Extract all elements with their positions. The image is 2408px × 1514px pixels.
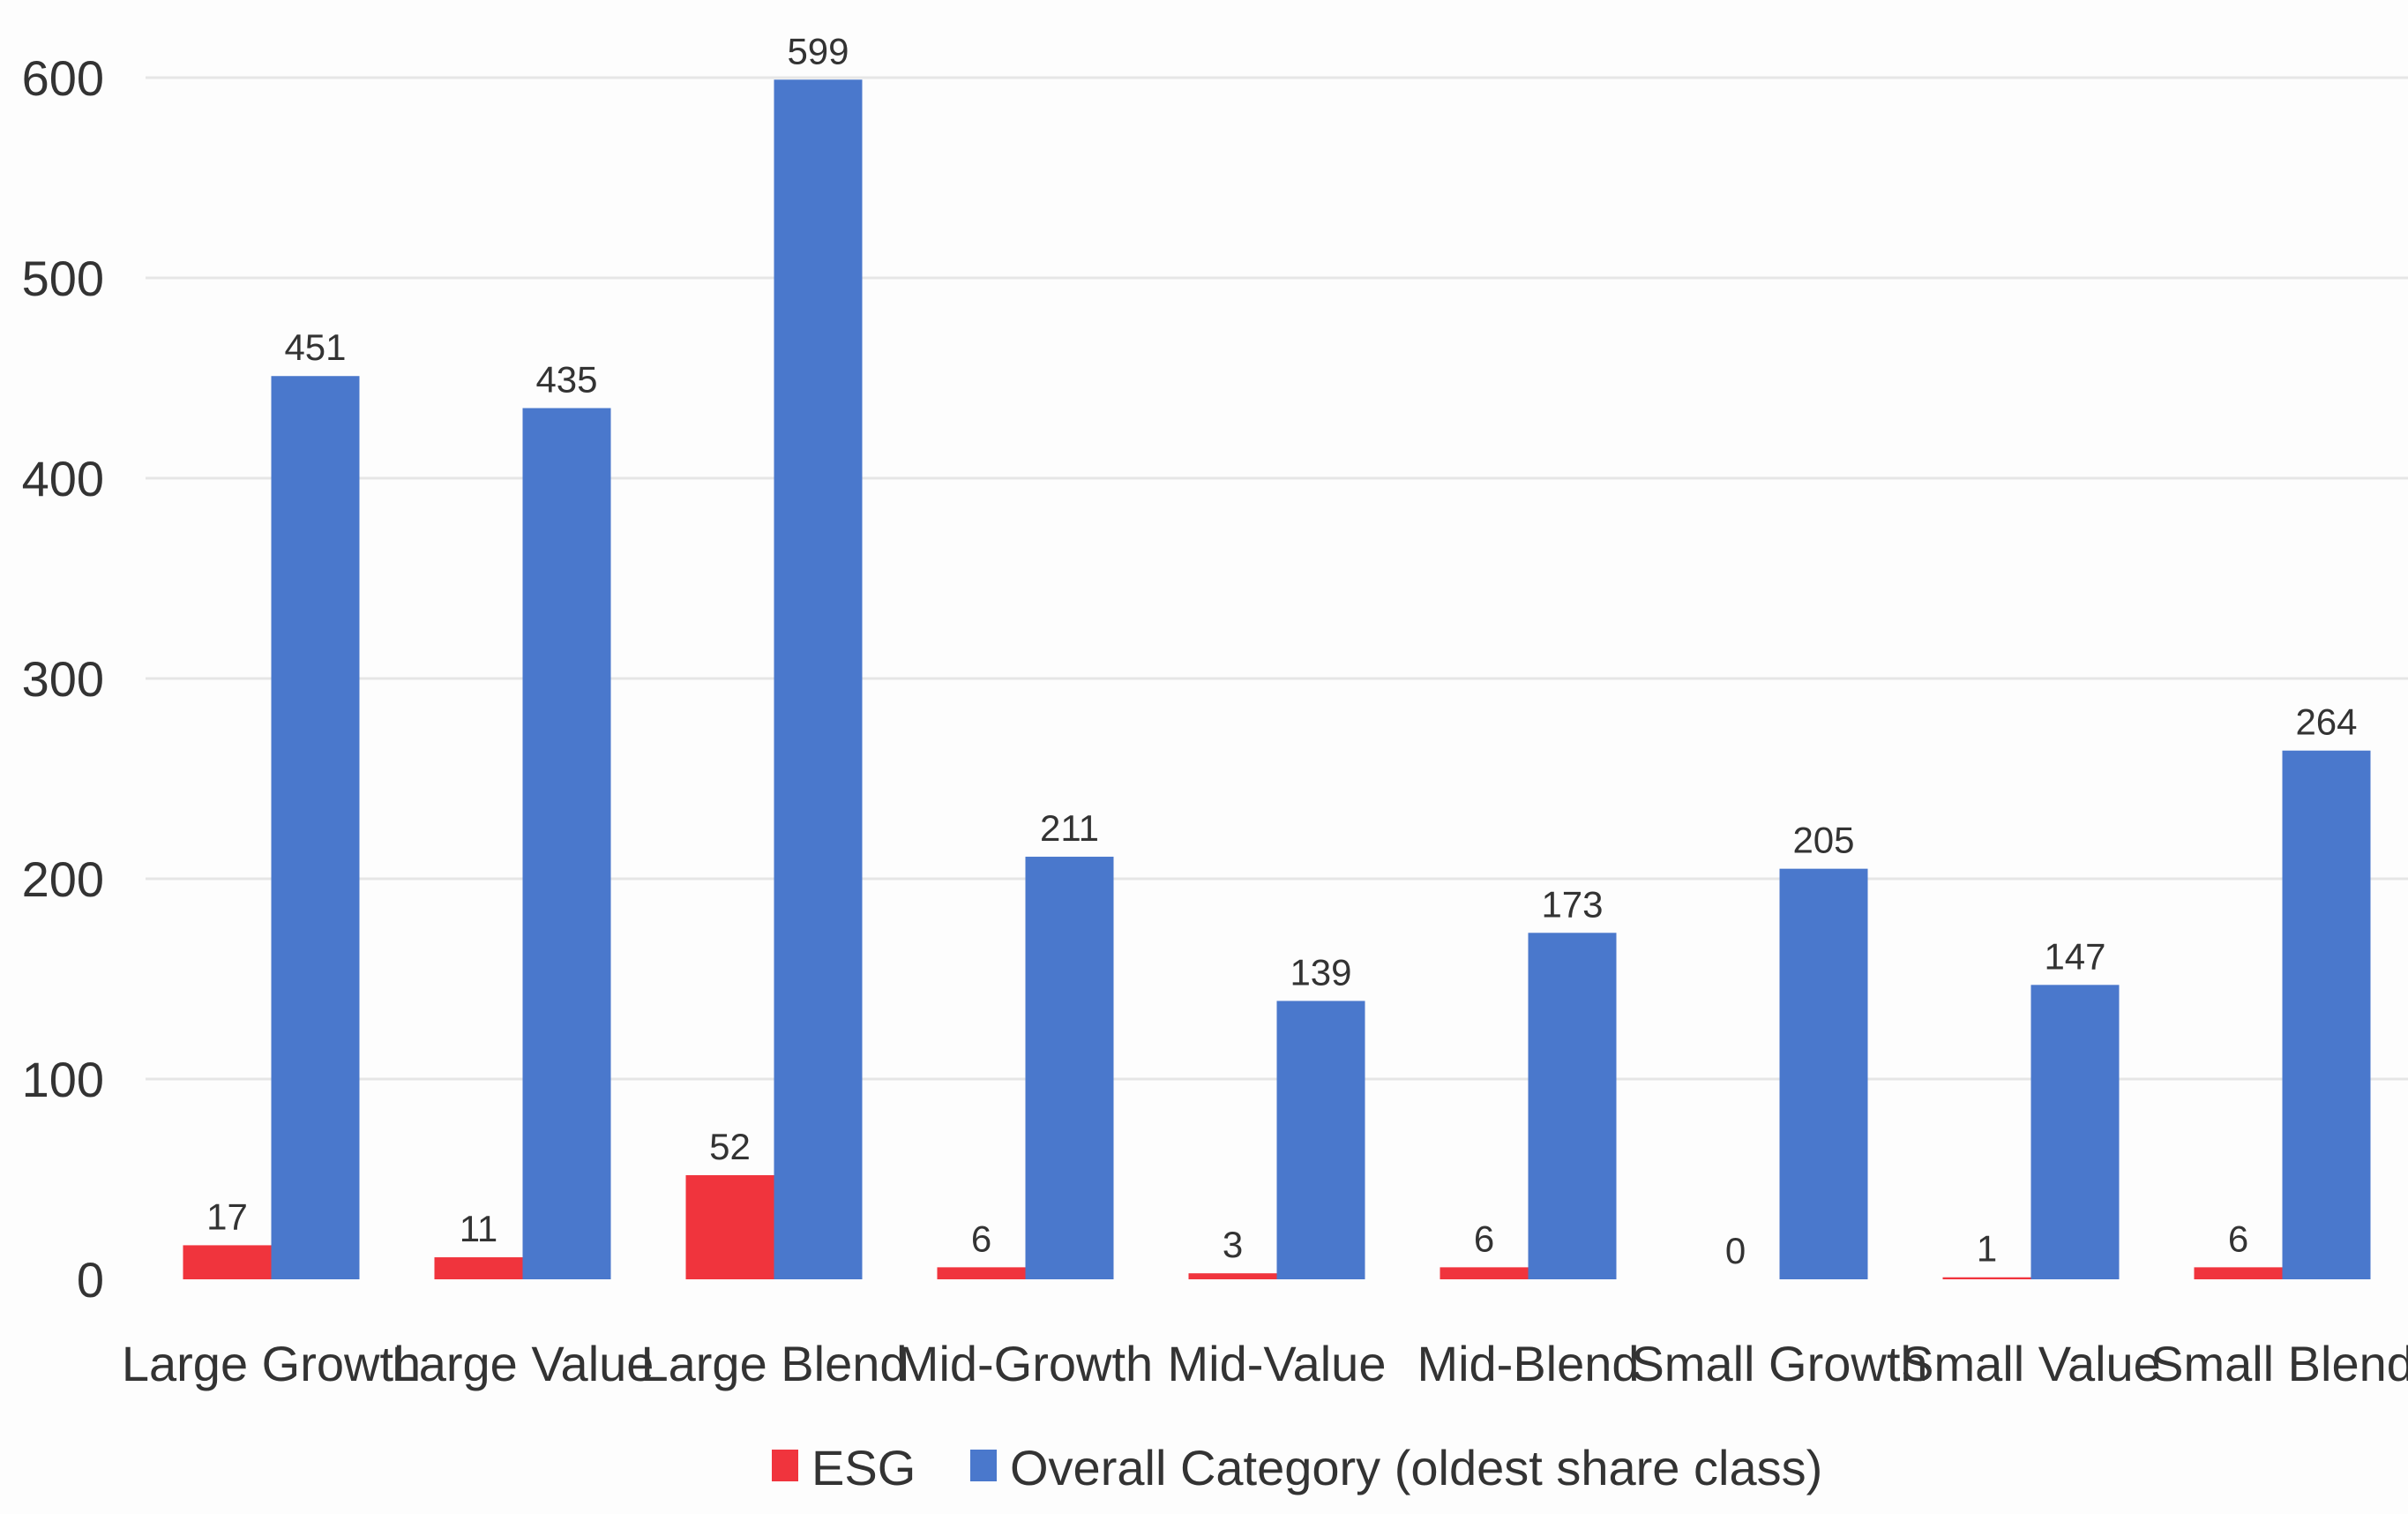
x-category-label: Small Growth	[1631, 1336, 1927, 1391]
bars	[183, 79, 2371, 1280]
overall-data-label: 211	[1040, 807, 1099, 849]
esg-data-label: 0	[1725, 1230, 1746, 1271]
x-category-label: Large Blend	[640, 1336, 907, 1391]
legend-label: ESG	[811, 1440, 916, 1495]
y-tick-label: 100	[22, 1052, 104, 1107]
esg-data-label: 6	[971, 1218, 991, 1259]
x-category-label: Mid-Growth	[898, 1336, 1153, 1391]
legend-swatch	[772, 1450, 798, 1481]
overall-data-label: 599	[787, 30, 849, 71]
overall-bar	[1528, 933, 1617, 1279]
overall-bar	[1779, 868, 1868, 1279]
legend-label: Overall Category (oldest share class)	[1010, 1440, 1822, 1495]
esg-bar	[1440, 1267, 1529, 1279]
data-labels: 17 451 11 435 52 599 6 211 3 139 6 173 0 205 1 147 6 264	[206, 30, 2357, 1271]
gridlines	[146, 76, 2408, 1081]
x-category-label: Mid-Blend	[1417, 1336, 1639, 1391]
overall-bar	[271, 376, 360, 1280]
x-category-label: Small Blend	[2150, 1336, 2408, 1391]
esg-data-label: 1	[1977, 1228, 1997, 1270]
esg-data-label: 17	[206, 1195, 248, 1237]
legend-swatch	[970, 1450, 997, 1481]
y-tick-label: 200	[22, 851, 104, 907]
esg-bar	[2194, 1267, 2283, 1279]
esg-bar	[937, 1267, 1026, 1279]
legend: ESG Overall Category (oldest share class)	[772, 1440, 1822, 1495]
esg-bar	[183, 1245, 272, 1279]
overall-data-label: 173	[1541, 883, 1603, 925]
overall-bar	[522, 408, 611, 1279]
x-category-label: Large Growth	[122, 1336, 421, 1391]
overall-bar	[2282, 750, 2371, 1279]
esg-data-label: 6	[1474, 1218, 1494, 1259]
overall-data-label: 264	[2295, 701, 2357, 743]
y-tick-label: 0	[77, 1252, 104, 1308]
overall-bar	[1025, 857, 1114, 1279]
overall-bar	[2030, 985, 2120, 1279]
overall-data-label: 451	[284, 326, 346, 368]
overall-bar	[1276, 1001, 1365, 1279]
overall-bar	[774, 79, 863, 1279]
x-category-label: Mid-Value	[1168, 1336, 1387, 1391]
overall-data-label: 435	[535, 359, 597, 401]
y-tick-label: 600	[22, 50, 104, 106]
y-tick-label: 500	[22, 251, 104, 306]
y-tick-label: 400	[22, 451, 104, 506]
y-tick-label: 300	[22, 651, 104, 707]
overall-data-label: 139	[1290, 951, 1351, 993]
esg-bar	[1188, 1273, 1277, 1279]
overall-data-label: 205	[1792, 820, 1854, 861]
esg-data-label: 11	[460, 1208, 498, 1249]
esg-bar	[434, 1257, 523, 1279]
esg-bar	[685, 1174, 774, 1279]
esg-data-label: 52	[709, 1126, 751, 1167]
x-category-label: Large Value	[392, 1336, 654, 1391]
esg-bar	[1942, 1277, 2031, 1279]
y-axis-ticks: 0 100 200 300 400 500 600	[22, 50, 104, 1308]
x-category-label: Small Value	[1901, 1336, 2161, 1391]
esg-data-label: 6	[2228, 1218, 2248, 1259]
esg-data-label: 3	[1223, 1224, 1243, 1265]
overall-data-label: 147	[2044, 935, 2105, 977]
